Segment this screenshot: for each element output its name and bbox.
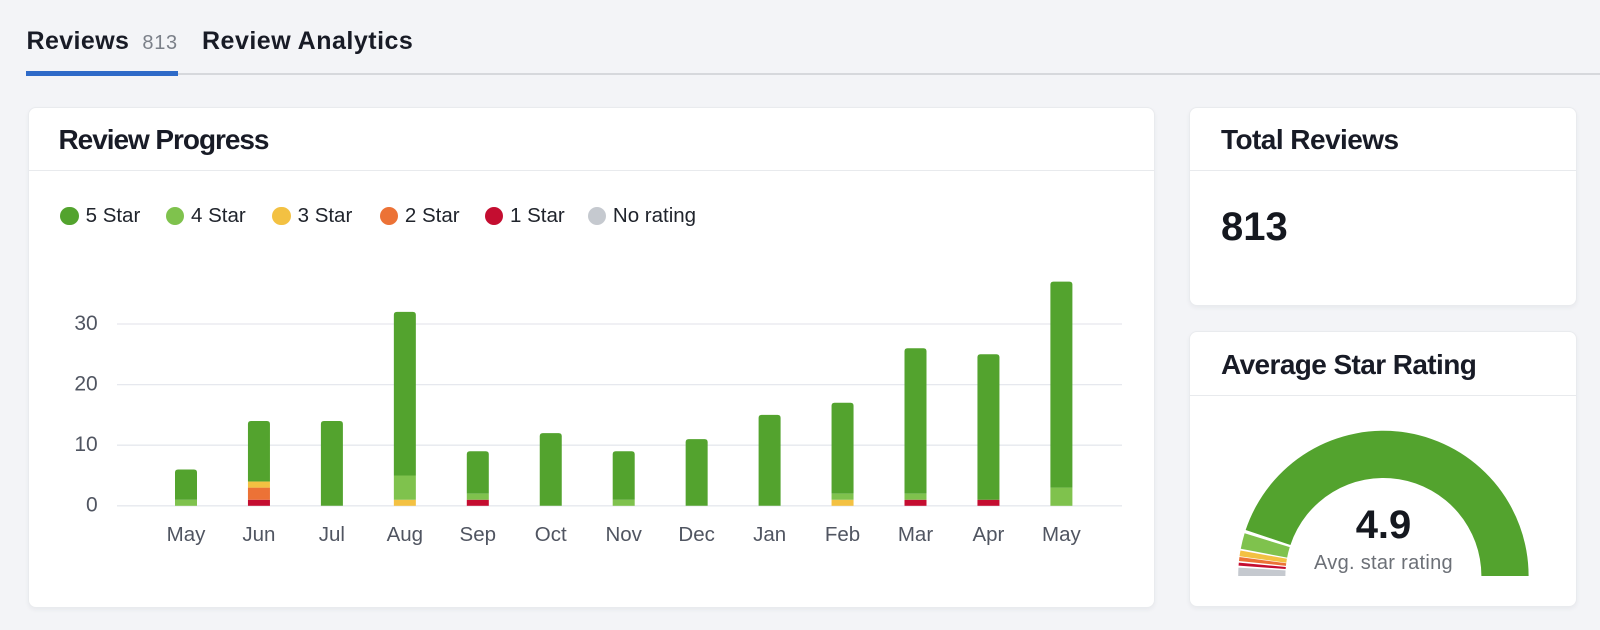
svg-text:Jun: Jun xyxy=(242,522,275,545)
svg-text:Feb: Feb xyxy=(825,522,860,545)
svg-text:Jan: Jan xyxy=(753,522,786,545)
svg-text:20: 20 xyxy=(74,372,97,395)
svg-text:0: 0 xyxy=(86,493,98,516)
svg-text:30: 30 xyxy=(74,311,97,334)
svg-text:10: 10 xyxy=(74,433,97,456)
svg-text:Jul: Jul xyxy=(319,522,345,545)
svg-text:Oct: Oct xyxy=(535,522,567,545)
svg-text:May: May xyxy=(1042,522,1081,545)
svg-text:May: May xyxy=(167,522,206,545)
svg-text:Aug: Aug xyxy=(387,522,423,545)
svg-text:Sep: Sep xyxy=(460,522,496,545)
svg-text:Mar: Mar xyxy=(898,522,933,545)
svg-text:Dec: Dec xyxy=(678,522,714,545)
svg-text:Apr: Apr xyxy=(972,522,1004,545)
svg-text:Nov: Nov xyxy=(605,522,642,545)
